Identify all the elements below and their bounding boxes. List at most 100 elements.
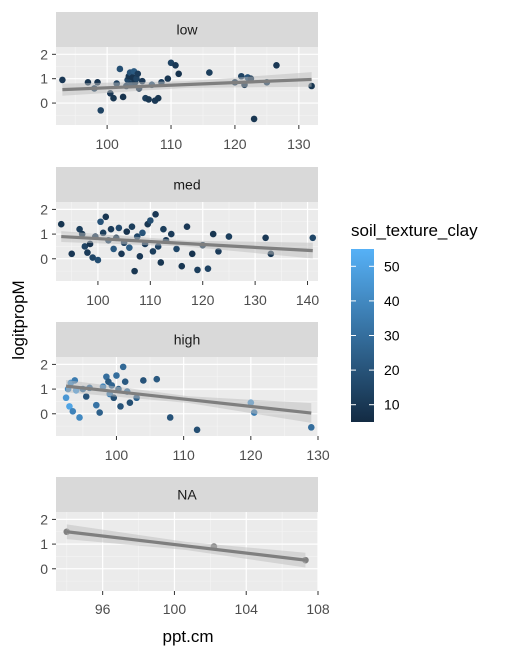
y-axis-title: logitpropM <box>9 280 28 359</box>
y-tick-label: 1 <box>40 536 48 552</box>
data-point <box>131 267 138 275</box>
data-point <box>309 234 317 242</box>
data-point <box>225 233 233 240</box>
data-point <box>175 70 182 78</box>
data-point <box>68 250 76 258</box>
data-point <box>119 363 127 371</box>
y-tick-label: 1 <box>40 226 48 242</box>
data-point <box>76 225 83 233</box>
data-point <box>140 377 147 384</box>
y-tick-label: 2 <box>40 356 48 372</box>
data-point <box>66 403 73 410</box>
data-point <box>166 414 174 421</box>
data-point <box>59 76 66 84</box>
data-point <box>172 61 179 69</box>
data-point <box>149 248 157 255</box>
data-point <box>84 249 91 256</box>
data-point <box>97 107 105 114</box>
data-point <box>307 424 315 431</box>
x-tick-label: 108 <box>306 601 330 617</box>
smooth-line <box>61 234 313 253</box>
data-point <box>113 372 120 379</box>
facet-strip <box>56 12 318 47</box>
legend-tick-label: 40 <box>384 293 400 309</box>
legend-colorbar <box>351 249 374 422</box>
data-point <box>102 213 110 221</box>
legend-tick-label: 30 <box>384 328 400 344</box>
facet-panel-low: low 100 110 120 130 0 1 2 <box>40 12 318 152</box>
facet-panel-med: med 100 110 120 130 140 0 1 2 <box>40 167 319 308</box>
data-point <box>118 250 125 258</box>
facet-strip-label: NA <box>177 487 197 503</box>
data-point <box>160 225 167 233</box>
legend-ticks: 10 20 30 40 50 <box>351 258 400 413</box>
x-tick-label: 100 <box>86 292 110 308</box>
data-point <box>126 399 134 406</box>
facet-strip-label: high <box>174 332 200 348</box>
x-tick-label: 120 <box>239 447 263 463</box>
data-point <box>89 254 96 261</box>
data-point <box>157 259 165 266</box>
data-point <box>117 403 124 410</box>
data-point <box>153 375 161 383</box>
data-point <box>97 218 104 226</box>
data-point <box>69 408 77 415</box>
data-point <box>262 234 269 242</box>
smooth-line <box>65 384 312 415</box>
data-point <box>76 414 83 421</box>
y-tick-label: 0 <box>40 561 48 577</box>
y-tick-label: 2 <box>40 511 48 527</box>
data-point <box>93 401 100 409</box>
data-point <box>126 244 133 251</box>
data-point <box>188 250 196 258</box>
data-point <box>103 373 110 381</box>
y-tick-label: 2 <box>40 201 48 217</box>
data-point <box>110 94 117 102</box>
data-point <box>94 256 102 264</box>
facet-strip-label: low <box>176 22 198 38</box>
data-point <box>193 426 201 434</box>
data-point <box>209 230 217 238</box>
x-tick-label: 130 <box>243 292 267 308</box>
data-point <box>134 70 142 78</box>
legend-tick-label: 20 <box>384 362 400 378</box>
x-tick-label: 100 <box>105 447 129 463</box>
data-point <box>121 378 129 385</box>
x-tick-label: 110 <box>160 136 183 152</box>
data-point <box>183 223 191 230</box>
data-point <box>116 65 124 73</box>
x-tick-label: 140 <box>296 292 320 308</box>
data-point <box>147 217 154 224</box>
x-axis-title: ppt.cm <box>162 627 213 646</box>
legend-tick-label: 10 <box>384 397 400 413</box>
y-tick-label: 1 <box>40 381 48 397</box>
x-tick-label: 120 <box>223 136 247 152</box>
smooth-ribbon <box>66 379 312 423</box>
data-point <box>57 220 65 228</box>
data-point <box>173 245 180 253</box>
data-point <box>82 393 90 400</box>
facet-panel-high: high 100 110 120 130 0 1 2 <box>40 322 330 463</box>
data-point <box>145 96 152 103</box>
data-point <box>119 93 127 101</box>
data-point <box>115 224 123 232</box>
x-tick-label: 110 <box>139 292 162 308</box>
data-point <box>178 262 186 270</box>
smooth-line <box>62 77 312 92</box>
y-tick-label: 0 <box>40 406 48 422</box>
data-point <box>204 265 212 272</box>
data-point <box>123 228 131 235</box>
x-tick-label: 120 <box>191 292 215 308</box>
x-tick-label: 100 <box>163 601 187 617</box>
data-point <box>152 211 159 218</box>
data-point <box>62 394 70 402</box>
legend-title: soil_texture_clay <box>351 221 478 240</box>
facet-strip <box>56 322 318 357</box>
data-point <box>206 69 213 76</box>
y-tick-label: 0 <box>40 95 48 111</box>
x-tick-label: 130 <box>287 136 311 152</box>
y-tick-label: 1 <box>40 71 48 87</box>
facet-panel-na: NA 96 100 104 108 0 1 2 <box>40 477 330 617</box>
